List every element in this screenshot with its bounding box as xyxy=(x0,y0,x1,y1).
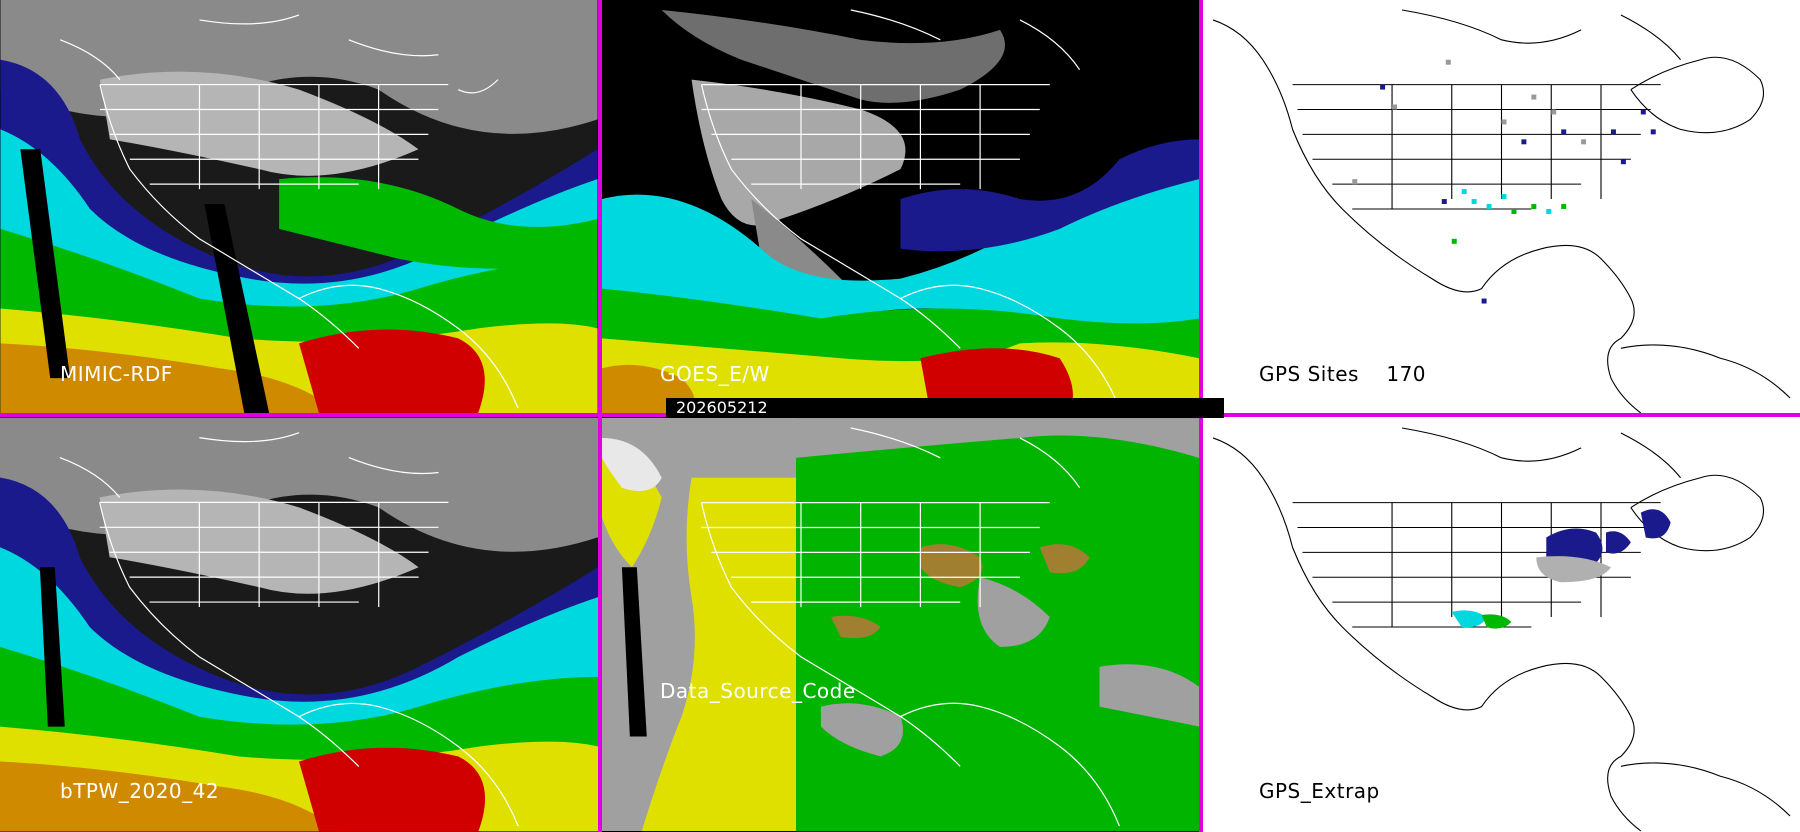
gps-extrap-map xyxy=(1203,418,1800,832)
goes-ew-map xyxy=(602,0,1199,413)
panel-label-mimic-rdf: MIMIC-RDF xyxy=(60,362,173,386)
gps-site-markers xyxy=(1352,59,1656,304)
panel-label-gps-sites: GPS Sites 170 xyxy=(1259,362,1427,386)
mimic-rdf-map xyxy=(0,0,598,413)
panel-label-goes-ew: GOES_E/W xyxy=(660,362,770,386)
gps-sites-map xyxy=(1203,0,1800,413)
gps-extrap-fields xyxy=(1451,509,1671,629)
btpw-map xyxy=(0,417,598,832)
panel-label-gps-extrap: GPS_Extrap xyxy=(1259,779,1380,803)
panel-gps-extrap[interactable]: GPS_Extrap xyxy=(1203,417,1800,832)
data-source-code-map xyxy=(602,418,1199,831)
panel-goes-ew[interactable]: GOES_E/W xyxy=(602,0,1199,413)
panel-mimic-rdf[interactable]: MIMIC-RDF xyxy=(0,0,598,413)
panel-gps-sites[interactable]: GPS Sites 170 xyxy=(1203,0,1800,413)
panel-label-data-source-code: Data_Source_Code xyxy=(660,679,856,703)
panel-btpw[interactable]: bTPW_2020_42 xyxy=(0,417,598,832)
panel-label-btpw: bTPW_2020_42 xyxy=(60,779,220,803)
timestamp-bar: 202605212 xyxy=(666,398,1224,418)
panel-data-source-code[interactable]: Data_Source_Code xyxy=(602,417,1199,832)
